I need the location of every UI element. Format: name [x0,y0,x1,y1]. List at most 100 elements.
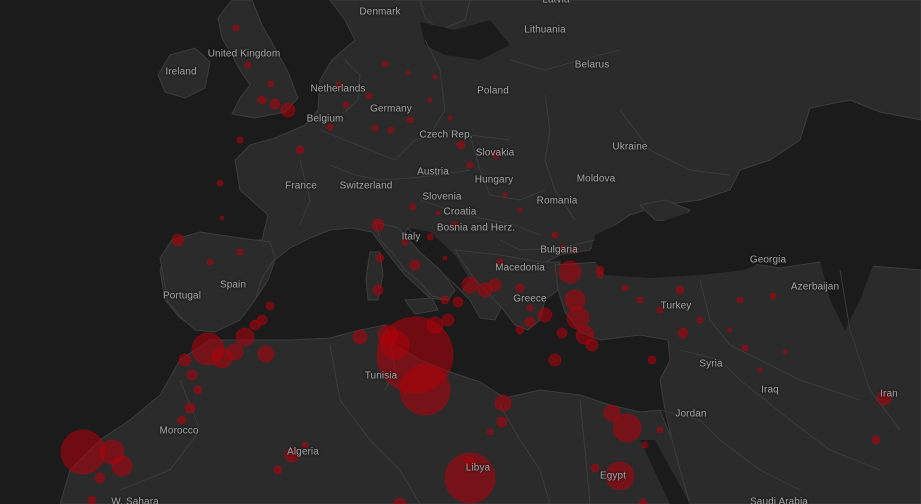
event-marker[interactable] [335,81,343,89]
event-marker[interactable] [377,324,399,346]
event-marker[interactable] [444,452,496,504]
event-marker[interactable] [488,278,502,292]
event-marker[interactable] [566,306,590,330]
event-marker[interactable] [236,248,244,256]
event-marker[interactable] [295,145,305,155]
event-marker[interactable] [371,218,385,232]
event-marker[interactable] [399,364,451,416]
event-marker[interactable] [757,367,763,373]
event-marker[interactable] [494,394,512,412]
event-marker[interactable] [257,345,275,363]
event-marker[interactable] [526,304,534,312]
event-marker[interactable] [372,284,384,296]
event-marker[interactable] [621,284,629,292]
event-marker[interactable] [301,441,309,449]
event-marker[interactable] [464,456,476,468]
event-marker[interactable] [656,426,664,434]
event-marker[interactable] [556,327,568,339]
event-marker[interactable] [656,306,664,314]
event-marker[interactable] [257,95,267,105]
event-marker[interactable] [782,349,788,355]
event-marker[interactable] [435,210,441,216]
event-marker[interactable] [60,429,106,475]
event-marker[interactable] [442,255,448,261]
event-marker[interactable] [871,435,881,445]
event-marker[interactable] [486,428,494,436]
event-marker[interactable] [249,319,261,331]
event-marker[interactable] [461,276,479,294]
event-marker[interactable] [280,102,296,118]
event-marker[interactable] [441,313,455,327]
event-marker[interactable] [219,215,225,221]
event-marker[interactable] [451,221,459,229]
event-marker[interactable] [636,296,644,304]
event-marker[interactable] [641,441,649,449]
event-marker[interactable] [466,161,474,169]
event-marker[interactable] [406,116,414,124]
event-marker[interactable] [696,316,704,324]
event-marker[interactable] [447,115,453,121]
event-marker[interactable] [524,316,536,328]
event-marker[interactable] [111,455,133,477]
event-marker[interactable] [177,415,187,425]
event-marker[interactable] [236,136,244,144]
event-marker[interactable] [178,353,192,367]
event-marker[interactable] [548,353,562,367]
event-marker[interactable] [405,70,411,76]
event-marker[interactable] [284,447,300,463]
event-marker[interactable] [401,238,409,246]
event-marker[interactable] [393,497,407,504]
event-marker[interactable] [675,285,685,295]
event-marker[interactable] [571,246,579,254]
event-marker[interactable] [456,140,466,150]
event-marker[interactable] [736,296,744,304]
event-marker[interactable] [365,92,373,100]
event-marker[interactable] [551,231,559,239]
event-marker[interactable] [496,258,504,266]
event-marker[interactable] [273,465,283,475]
event-marker[interactable] [426,233,434,241]
event-marker[interactable] [590,463,600,473]
event-marker[interactable] [432,74,438,80]
event-marker[interactable] [727,327,733,333]
event-marker[interactable] [876,390,892,406]
event-marker[interactable] [612,413,642,443]
event-marker[interactable] [375,253,385,263]
event-marker[interactable] [638,498,648,504]
event-marker[interactable] [603,404,621,422]
event-marker[interactable] [496,416,508,428]
event-marker[interactable] [515,283,525,293]
event-marker[interactable] [216,179,224,187]
event-marker[interactable] [206,258,214,266]
event-marker[interactable] [558,244,566,252]
event-marker[interactable] [409,203,417,211]
event-marker[interactable] [517,207,523,213]
event-marker[interactable] [440,295,450,305]
event-marker[interactable] [244,61,252,69]
event-marker[interactable] [647,355,657,365]
event-marker[interactable] [741,344,749,352]
event-marker[interactable] [267,80,275,88]
event-marker[interactable] [342,101,350,109]
event-marker[interactable] [596,271,604,279]
event-marker[interactable] [575,325,595,345]
event-marker[interactable] [186,369,198,381]
event-marker[interactable] [537,307,553,323]
event-marker[interactable] [409,259,421,271]
event-marker[interactable] [452,296,464,308]
event-marker[interactable] [235,327,255,347]
event-marker[interactable] [585,338,599,352]
event-marker[interactable] [193,385,203,395]
event-marker[interactable] [605,461,635,491]
event-marker[interactable] [387,126,395,134]
event-marker[interactable] [326,123,334,131]
event-marker[interactable] [515,325,525,335]
event-marker[interactable] [769,292,777,300]
event-marker[interactable] [184,402,196,414]
event-marker[interactable] [269,98,281,110]
event-marker[interactable] [371,124,379,132]
event-marker[interactable] [171,233,185,247]
event-marker[interactable] [381,60,389,68]
event-marker[interactable] [232,24,240,32]
